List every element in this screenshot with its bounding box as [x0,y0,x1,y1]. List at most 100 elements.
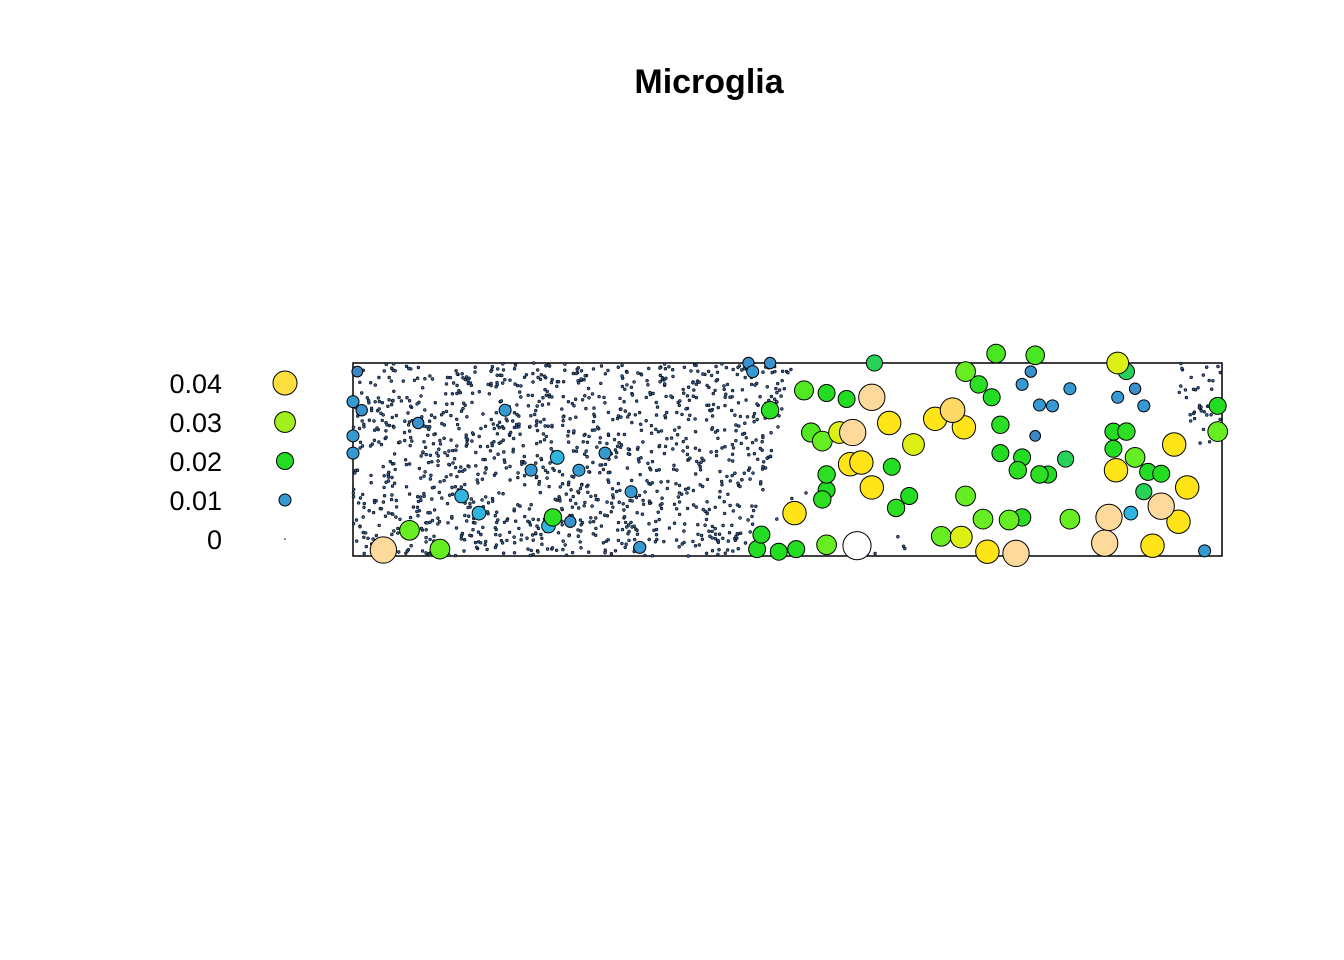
cell-marker [1033,398,1046,412]
background-cell [531,552,535,557]
cell-marker [886,498,906,518]
background-cell [616,538,621,543]
background-cell [457,469,461,474]
background-cell [679,492,684,496]
cell-marker [549,450,565,465]
background-cell [704,551,709,555]
background-cell [603,401,607,405]
background-cell [409,543,413,548]
background-cell [389,403,394,407]
background-cell [470,400,474,405]
background-cell [431,442,436,446]
background-cell [622,400,626,404]
background-cell [444,392,448,396]
background-cell [576,366,580,370]
background-cell [713,430,718,434]
background-cell [708,534,712,538]
background-cell [586,386,591,391]
background-cell [496,423,500,428]
background-cell [451,381,456,385]
background-cell [694,459,699,464]
background-cell [716,538,720,543]
background-cell [591,519,596,524]
background-cell [380,401,385,405]
background-cell [692,388,696,392]
cell-marker [760,401,780,420]
cell-marker [346,429,360,443]
background-cell [731,446,736,450]
background-cell [587,470,591,474]
background-cell [715,370,720,374]
background-cell [775,517,779,521]
background-cell [582,378,586,382]
background-cell [659,480,663,484]
background-cell [445,453,450,458]
background-cell [678,399,682,403]
background-cell [644,395,648,400]
background-cell [371,510,376,515]
cell-marker [1140,533,1165,558]
background-cell [465,519,469,523]
background-cell [700,456,704,460]
background-cell [444,409,449,414]
cell-marker [859,475,884,500]
background-cell [751,415,756,419]
background-cell [463,377,467,382]
background-cell [713,532,718,536]
background-cell [742,471,746,475]
background-cell [374,533,379,538]
background-cell [379,411,383,415]
background-cell [725,548,730,552]
background-cell [518,432,522,436]
background-cell [450,401,454,406]
background-cell [447,462,451,467]
background-cell [416,513,420,518]
background-cell [498,533,502,537]
background-cell [1180,366,1184,371]
cell-marker [598,446,612,460]
background-cell [594,497,598,502]
background-cell [442,436,446,440]
background-cell [528,424,532,429]
background-cell [700,537,704,541]
background-cell [616,432,621,436]
background-cell [451,461,455,465]
background-cell [468,533,472,537]
background-cell [765,385,769,389]
cell-marker [1124,447,1146,468]
background-cell [620,374,624,378]
background-cell [381,413,385,417]
background-cell [544,434,548,439]
background-cell [710,414,715,418]
background-cell [403,458,408,462]
background-cell [379,442,384,447]
cell-marker [975,539,1000,564]
background-cell [605,500,609,504]
cell-marker [1057,450,1075,468]
background-cell [627,529,631,534]
background-cell [509,430,513,435]
background-cell [736,481,740,485]
background-cell [452,457,457,461]
background-cell [685,445,690,449]
background-cell [614,489,619,494]
background-cell [672,463,676,467]
background-cell [903,546,907,551]
background-cell [748,530,752,534]
background-cell [469,497,473,501]
background-cell [724,365,729,370]
background-cell [654,468,659,473]
background-cell [735,531,739,536]
background-cell [390,532,394,537]
background-cell [604,539,608,543]
background-cell [566,440,571,444]
background-cell [361,515,365,519]
background-cell [589,494,593,499]
background-cell [550,546,555,550]
background-cell [373,383,377,387]
background-cell [519,384,523,388]
background-cell [512,551,517,555]
background-cell [554,548,559,552]
background-cell [369,473,373,478]
background-cell [761,434,765,438]
